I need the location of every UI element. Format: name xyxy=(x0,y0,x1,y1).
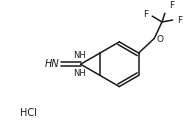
Text: F: F xyxy=(178,16,183,24)
Text: NH: NH xyxy=(73,69,86,78)
Text: HN: HN xyxy=(45,59,59,69)
Text: F: F xyxy=(169,1,174,10)
Text: HCl: HCl xyxy=(20,108,37,118)
Text: F: F xyxy=(143,10,148,19)
Text: O: O xyxy=(157,35,164,44)
Text: NH: NH xyxy=(73,51,86,60)
